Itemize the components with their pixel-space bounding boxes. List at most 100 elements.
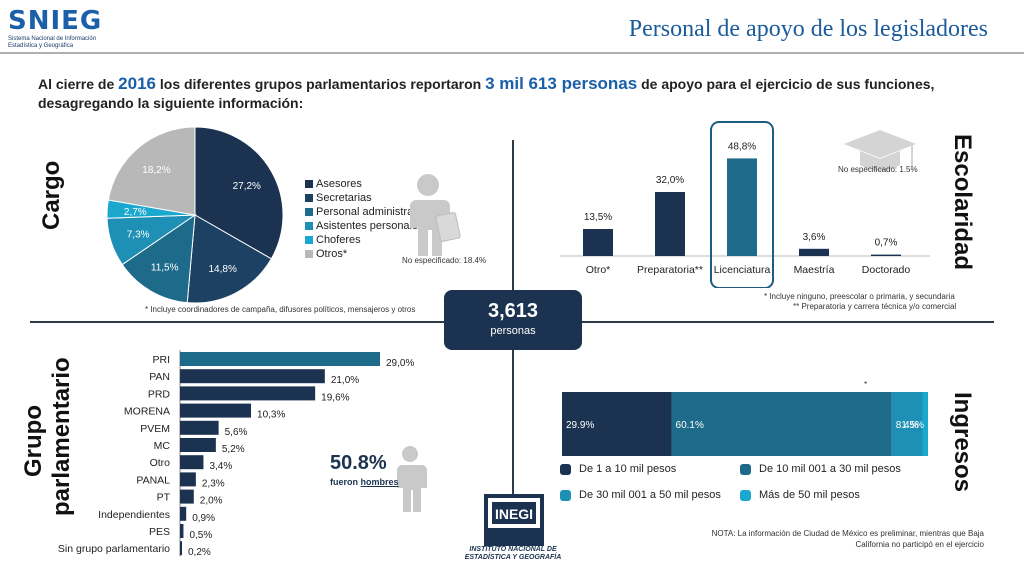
- section-label-cargo: Cargo: [38, 160, 65, 230]
- divider-vertical-top: [512, 140, 514, 290]
- category-label: PRD: [148, 388, 171, 400]
- inegi-logo-text: INEGI: [495, 506, 533, 522]
- bar: [180, 420, 219, 435]
- cargo-legend: Asesores Secretarias Personal administrati…: [305, 177, 430, 261]
- bar: [180, 352, 380, 366]
- bar-value-label: 0,7%: [875, 238, 898, 249]
- intro-year: 2016: [118, 74, 156, 93]
- bar-value-label: 3,4%: [209, 461, 232, 472]
- bar-value-label: 19,6%: [321, 392, 349, 403]
- legend-label: Asesores: [316, 178, 362, 190]
- legend-swatch: [740, 489, 751, 501]
- legend-swatch: [740, 463, 751, 475]
- category-label: PAN: [149, 371, 170, 383]
- legend-item: De 1 a 10 mil pesos: [560, 463, 676, 475]
- bar: [180, 403, 252, 418]
- bar: [871, 254, 901, 256]
- category-label: PVEM: [140, 423, 170, 435]
- legend-label: De 1 a 10 mil pesos: [579, 463, 677, 475]
- pie-slice-label: 27,2%: [233, 181, 261, 192]
- legend-item: Más de 50 mil pesos: [740, 489, 860, 501]
- legend-swatch: [560, 489, 571, 501]
- section-label-escolaridad: Escolaridad: [949, 134, 976, 271]
- escolaridad-footnote-1: * Incluye ninguno, preescolar o primaria…: [764, 292, 955, 301]
- intro-part3: de apoyo para el ejercicio de sus funcio…: [38, 76, 935, 111]
- legend-item: Asesores: [305, 177, 430, 191]
- bar-value-label: 5,2%: [222, 444, 245, 455]
- legend-label: Secretarias: [316, 192, 372, 204]
- bar-value-label: 10,3%: [257, 410, 285, 421]
- stacked-segment: [891, 392, 923, 456]
- income-asterisk: *: [864, 380, 868, 389]
- pie-slice: [107, 126, 196, 216]
- bar: [655, 192, 685, 256]
- legend-label: Personal administrativo: [316, 206, 431, 218]
- bar-value-label: 2,3%: [202, 478, 225, 489]
- segment-label: 29.9%: [566, 420, 594, 431]
- divider-vertical-bottom: [512, 342, 514, 522]
- header-divider: [0, 52, 1024, 54]
- bar-value-label: 32,0%: [656, 175, 684, 186]
- pie-slice: [186, 214, 273, 304]
- snieg-logo-subtitle: Sistema Nacional de Información Estadíst…: [8, 36, 97, 49]
- legend-swatch: [560, 463, 571, 475]
- bar-value-label: 21,0%: [331, 375, 359, 386]
- divider-horizontal-right: [582, 321, 994, 323]
- cargo-not-specified: No especificado: 18.4%: [402, 256, 487, 265]
- bar-value-label: 13,5%: [584, 212, 612, 223]
- legend-item: Secretarias: [305, 191, 430, 205]
- category-label: MC: [154, 440, 171, 452]
- pie-slice-label: 14,8%: [208, 264, 236, 275]
- pie-slice-label: 7,3%: [127, 230, 150, 241]
- section-label-ingresos: Ingresos: [949, 392, 976, 493]
- bar: [727, 158, 757, 256]
- intro-count: 3 mil 613 personas: [485, 74, 638, 93]
- segment-label: 60.1%: [676, 420, 704, 431]
- legend-item: Choferes: [305, 233, 430, 247]
- total-unit: personas: [490, 325, 536, 337]
- category-label: Preparatoria**: [637, 264, 703, 276]
- legend-item: Asistentes personales: [305, 219, 430, 233]
- pie-slice: [194, 126, 284, 260]
- bar: [583, 229, 613, 256]
- men-caption-word: hombres: [360, 477, 399, 487]
- pie-slice: [121, 213, 196, 304]
- bar: [799, 248, 829, 256]
- ingresos-stacked-bar: 29.9% 60.1% 8.4%1.5%: [562, 392, 928, 456]
- graduation-cap-icon: [844, 130, 916, 171]
- bar: [180, 489, 194, 504]
- inegi-logo-icon: INEGI: [484, 494, 544, 546]
- bar: [180, 369, 325, 384]
- escolaridad-not-specified: No especificado: 1.5%: [838, 165, 918, 174]
- men-caption-prefix: fueron: [330, 477, 361, 487]
- escolaridad-footnote-2: ** Preparatoria y carrera técnica y/o co…: [793, 302, 957, 311]
- category-label: Otro*: [586, 264, 611, 276]
- cargo-pie-chart: 27,2% 14,8% 11,5% 7,3% 2,7% 18,2%: [106, 126, 284, 304]
- bar: [180, 524, 184, 538]
- intro-part2: los diferentes grupos parlamentarios rep…: [155, 76, 486, 92]
- intro-text: Al cierre de 2016 los diferentes grupos …: [38, 74, 998, 113]
- stacked-segment: [562, 392, 672, 456]
- inegi-name: INSTITUTO NACIONAL DE ESTADÍSTICA Y GEOG…: [464, 546, 562, 561]
- stacked-segment: [671, 392, 892, 456]
- category-label: PANAL: [136, 474, 170, 486]
- legend-label: Choferes: [316, 234, 361, 246]
- category-label: Doctorado: [862, 264, 911, 276]
- legend-item: Personal administrativo: [305, 205, 430, 219]
- legend-swatch: [305, 208, 313, 216]
- bar-value-label: 0,9%: [192, 513, 215, 524]
- bar-value-label: 48,8%: [728, 141, 756, 152]
- segment-label: 1.5%: [901, 420, 924, 431]
- bar: [180, 455, 204, 470]
- legend-label: Asistentes personales: [316, 220, 424, 232]
- category-label: Licenciatura: [714, 264, 771, 276]
- segment-label: 8.4%: [896, 420, 919, 431]
- legend-label: De 30 mil 001 a 50 mil pesos: [579, 489, 721, 501]
- bar: [180, 506, 187, 521]
- total-badge: 3,613 personas: [444, 290, 582, 350]
- footer-note: NOTA: La información de Ciudad de México…: [711, 529, 984, 549]
- bar: [180, 541, 182, 556]
- intro-part1: Al cierre de: [38, 76, 119, 92]
- bar: [180, 472, 196, 487]
- bar-value-label: 3,6%: [803, 232, 826, 243]
